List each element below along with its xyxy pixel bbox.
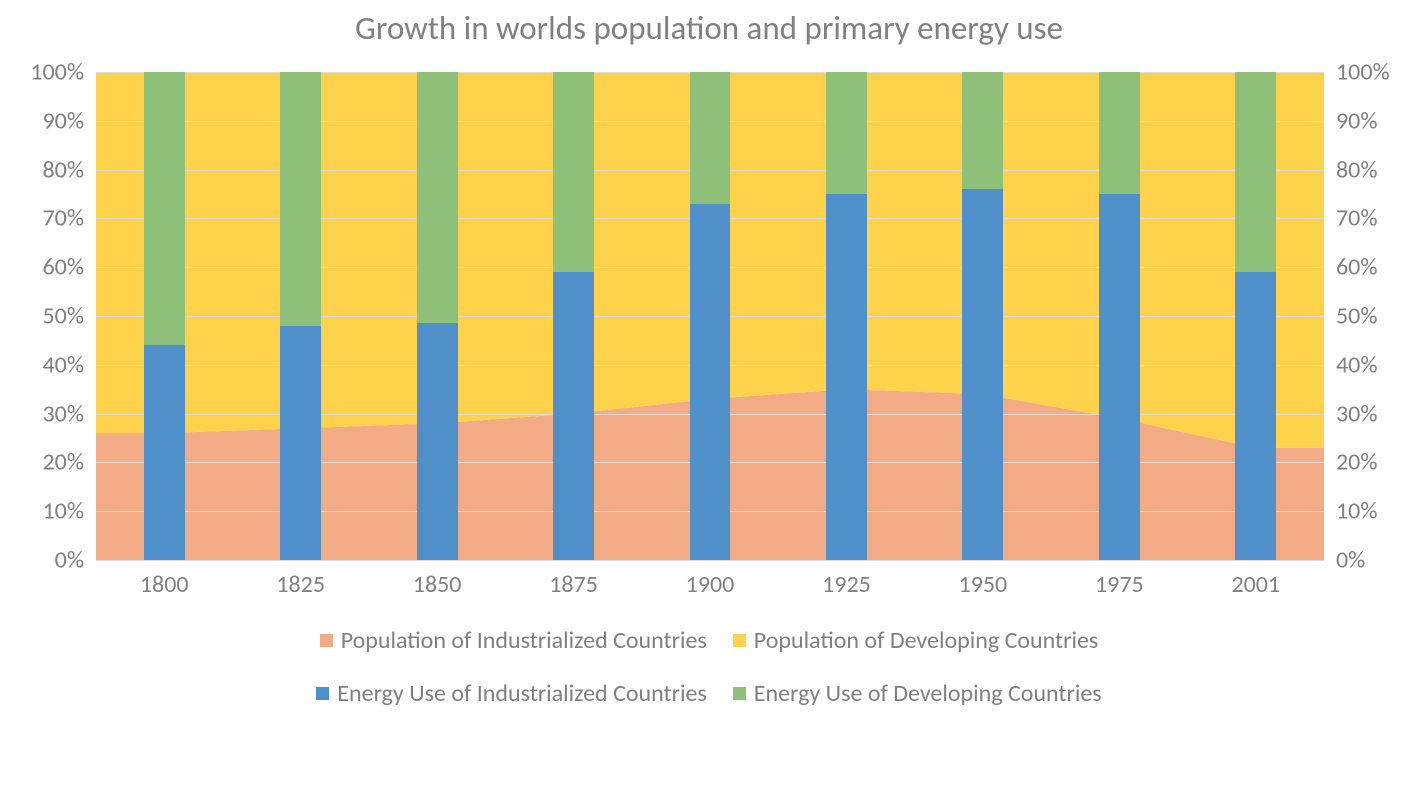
y-tick-right: 10%	[1336, 497, 1377, 526]
legend-item: Population of Developing Countries	[733, 626, 1098, 655]
y-tick-right: 80%	[1336, 155, 1377, 184]
plot-area	[96, 72, 1324, 560]
y-tick-left: 50%	[0, 302, 84, 331]
bar-group	[690, 72, 731, 560]
bar-energy-developing	[417, 72, 458, 323]
bar-energy-industrialized	[690, 204, 731, 560]
x-tick: 1825	[276, 570, 325, 599]
x-tick: 1975	[1095, 570, 1144, 599]
bar-energy-industrialized	[144, 345, 185, 560]
y-tick-right: 30%	[1336, 399, 1377, 428]
y-tick-left: 100%	[0, 58, 84, 87]
bar-energy-developing	[826, 72, 867, 194]
bars-layer	[96, 72, 1324, 560]
y-tick-left: 30%	[0, 399, 84, 428]
y-tick-right: 60%	[1336, 253, 1377, 282]
bar-energy-industrialized	[417, 323, 458, 560]
bar-group	[280, 72, 321, 560]
x-tick: 1850	[413, 570, 462, 599]
bar-energy-industrialized	[280, 326, 321, 560]
bar-energy-industrialized	[1235, 272, 1276, 560]
legend-swatch	[320, 634, 333, 647]
y-tick-right: 100%	[1336, 58, 1390, 87]
y-tick-left: 0%	[0, 546, 84, 575]
bar-energy-developing	[962, 72, 1003, 189]
y-tick-right: 40%	[1336, 350, 1377, 379]
bar-energy-developing	[1235, 72, 1276, 272]
bar-group	[1099, 72, 1140, 560]
y-tick-left: 10%	[0, 497, 84, 526]
gridline	[96, 560, 1324, 561]
legend-item: Energy Use of Industrialized Countries	[316, 679, 706, 708]
x-tick: 1800	[140, 570, 189, 599]
y-tick-left: 70%	[0, 204, 84, 233]
chart-title: Growth in worlds population and primary …	[0, 8, 1418, 48]
y-tick-left: 60%	[0, 253, 84, 282]
y-tick-right: 50%	[1336, 302, 1377, 331]
bar-group	[1235, 72, 1276, 560]
x-tick: 1875	[549, 570, 598, 599]
legend-item: Energy Use of Developing Countries	[733, 679, 1102, 708]
y-tick-left: 80%	[0, 155, 84, 184]
legend-label: Population of Developing Countries	[754, 626, 1098, 655]
bar-energy-industrialized	[1099, 194, 1140, 560]
y-tick-left: 20%	[0, 448, 84, 477]
bar-energy-developing	[144, 72, 185, 345]
legend-label: Energy Use of Developing Countries	[754, 679, 1102, 708]
bar-group	[553, 72, 594, 560]
legend-swatch	[316, 687, 329, 700]
y-tick-left: 90%	[0, 106, 84, 135]
bar-energy-developing	[280, 72, 321, 326]
bar-group	[144, 72, 185, 560]
bar-energy-developing	[1099, 72, 1140, 194]
x-tick: 1950	[959, 570, 1008, 599]
bar-energy-industrialized	[553, 272, 594, 560]
bar-group	[417, 72, 458, 560]
legend-label: Population of Industrialized Countries	[341, 626, 707, 655]
bar-energy-developing	[553, 72, 594, 272]
y-tick-right: 0%	[1336, 546, 1365, 575]
chart-container: Growth in worlds population and primary …	[0, 0, 1418, 791]
legend-swatch	[733, 634, 746, 647]
bar-group	[962, 72, 1003, 560]
x-tick: 2001	[1231, 570, 1280, 599]
bar-energy-developing	[690, 72, 731, 204]
x-tick: 1900	[686, 570, 735, 599]
legend-label: Energy Use of Industrialized Countries	[337, 679, 706, 708]
y-tick-left: 40%	[0, 350, 84, 379]
legend-item: Population of Industrialized Countries	[320, 626, 707, 655]
y-tick-right: 20%	[1336, 448, 1377, 477]
bar-energy-industrialized	[826, 194, 867, 560]
y-tick-right: 90%	[1336, 106, 1377, 135]
y-tick-right: 70%	[1336, 204, 1377, 233]
legend-swatch	[733, 687, 746, 700]
bar-group	[826, 72, 867, 560]
x-tick: 1925	[822, 570, 871, 599]
bar-energy-industrialized	[962, 189, 1003, 560]
legend: Population of Industrialized Countries Po…	[0, 626, 1418, 732]
